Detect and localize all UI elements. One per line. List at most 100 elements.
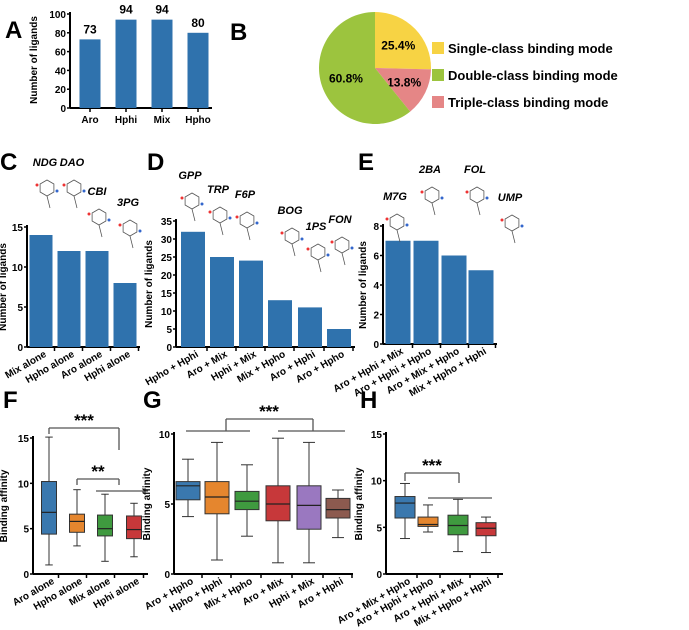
bar — [29, 235, 53, 347]
bar — [57, 251, 81, 347]
y-tick-label: 30 — [161, 235, 173, 246]
y-tick-label: 5 — [166, 325, 172, 336]
panel-label: A — [5, 17, 22, 44]
molecule-label: CBI — [88, 186, 108, 198]
nitrogen-atom-icon — [138, 229, 142, 233]
legend-item: Double-class binding mode — [448, 68, 618, 83]
y-tick-label: 15 — [18, 434, 30, 445]
molecule-label: BOG — [277, 205, 303, 217]
molecule-label: TRP — [207, 184, 230, 196]
y-tick-label: 15 — [12, 223, 24, 234]
oxygen-atom-icon — [280, 231, 284, 235]
bond-icon — [317, 259, 322, 273]
pie-label: 13.8% — [387, 75, 421, 89]
oxygen-atom-icon — [385, 217, 389, 221]
ring-icon — [469, 186, 485, 204]
molecule-structure-icon — [208, 206, 232, 236]
molecule-structure-icon — [280, 227, 304, 257]
bond-icon — [191, 208, 196, 222]
ring-icon — [184, 192, 200, 210]
box — [234, 490, 260, 511]
nitrogen-atom-icon — [82, 189, 86, 193]
molecule-label: FOL — [464, 164, 486, 176]
bar — [181, 231, 205, 347]
bar — [268, 300, 292, 347]
ring-icon — [504, 214, 520, 232]
ring-icon — [389, 213, 405, 231]
bar — [113, 283, 137, 347]
molecule-label: 1PS — [306, 221, 327, 233]
ring-icon — [39, 179, 55, 197]
y-tick-label: 20 — [55, 85, 67, 96]
oxygen-atom-icon — [62, 183, 66, 187]
ring-icon — [212, 206, 228, 224]
y-tick-label: 35 — [161, 217, 173, 228]
box — [265, 485, 291, 522]
bar — [413, 240, 439, 344]
x-tick-label: Aro — [81, 115, 98, 126]
box — [97, 514, 113, 537]
panel-label: C — [0, 149, 17, 176]
oxygen-atom-icon — [118, 223, 122, 227]
panel-label: D — [147, 149, 164, 176]
molecule-label: 3PG — [117, 197, 139, 209]
y-tick-label: 0 — [376, 570, 382, 581]
oxygen-atom-icon — [180, 196, 184, 200]
bar — [239, 260, 263, 347]
y-tick-label: 60 — [55, 48, 67, 59]
bar — [187, 32, 209, 108]
y-axis-label: Binding affinity — [142, 467, 153, 540]
box — [394, 496, 416, 519]
molecule-structure-icon — [385, 213, 409, 243]
bond-icon — [129, 235, 134, 249]
molecule-label: M7G — [383, 191, 407, 203]
bar — [385, 240, 411, 344]
y-tick-label: 5 — [376, 523, 382, 534]
nitrogen-atom-icon — [326, 253, 330, 257]
pie-slice — [375, 68, 431, 112]
bar — [441, 255, 467, 344]
legend-swatch — [432, 96, 444, 108]
y-tick-label: 0 — [166, 343, 172, 354]
molecule-structure-icon — [500, 214, 524, 244]
box — [325, 497, 351, 519]
panel-label: E — [358, 149, 374, 176]
ring-icon — [334, 236, 350, 254]
nitrogen-atom-icon — [55, 189, 59, 193]
y-axis-label: Binding affinity — [354, 467, 365, 540]
ring-icon — [239, 211, 255, 229]
bar — [210, 257, 234, 347]
molecule-label: F6P — [235, 189, 256, 201]
box — [204, 481, 230, 515]
box — [69, 513, 85, 533]
box — [175, 481, 201, 501]
bar-value-label: 80 — [191, 16, 205, 30]
legend-swatch — [432, 42, 444, 54]
bar-value-label: 94 — [155, 3, 169, 17]
box — [126, 515, 142, 540]
box — [296, 485, 322, 530]
bar-value-label: 94 — [119, 3, 133, 17]
oxygen-atom-icon — [465, 190, 469, 194]
y-tick-label: 10 — [161, 307, 173, 318]
ring-icon — [424, 186, 440, 204]
nitrogen-atom-icon — [440, 196, 444, 200]
significance-stars: *** — [74, 411, 94, 430]
ring-icon — [122, 219, 138, 237]
molecule-structure-icon — [420, 186, 444, 216]
oxygen-atom-icon — [208, 210, 212, 214]
oxygen-atom-icon — [35, 183, 39, 187]
box — [41, 481, 57, 535]
y-tick-label: 100 — [49, 10, 66, 21]
nitrogen-atom-icon — [107, 218, 111, 222]
significance-stars: ** — [91, 462, 105, 481]
nitrogen-atom-icon — [485, 196, 489, 200]
y-tick-label: 10 — [12, 263, 24, 274]
bond-icon — [431, 202, 436, 216]
y-tick-label: 4 — [373, 281, 379, 292]
legend-item: Single-class binding mode — [448, 41, 613, 56]
y-tick-label: 25 — [161, 253, 173, 264]
